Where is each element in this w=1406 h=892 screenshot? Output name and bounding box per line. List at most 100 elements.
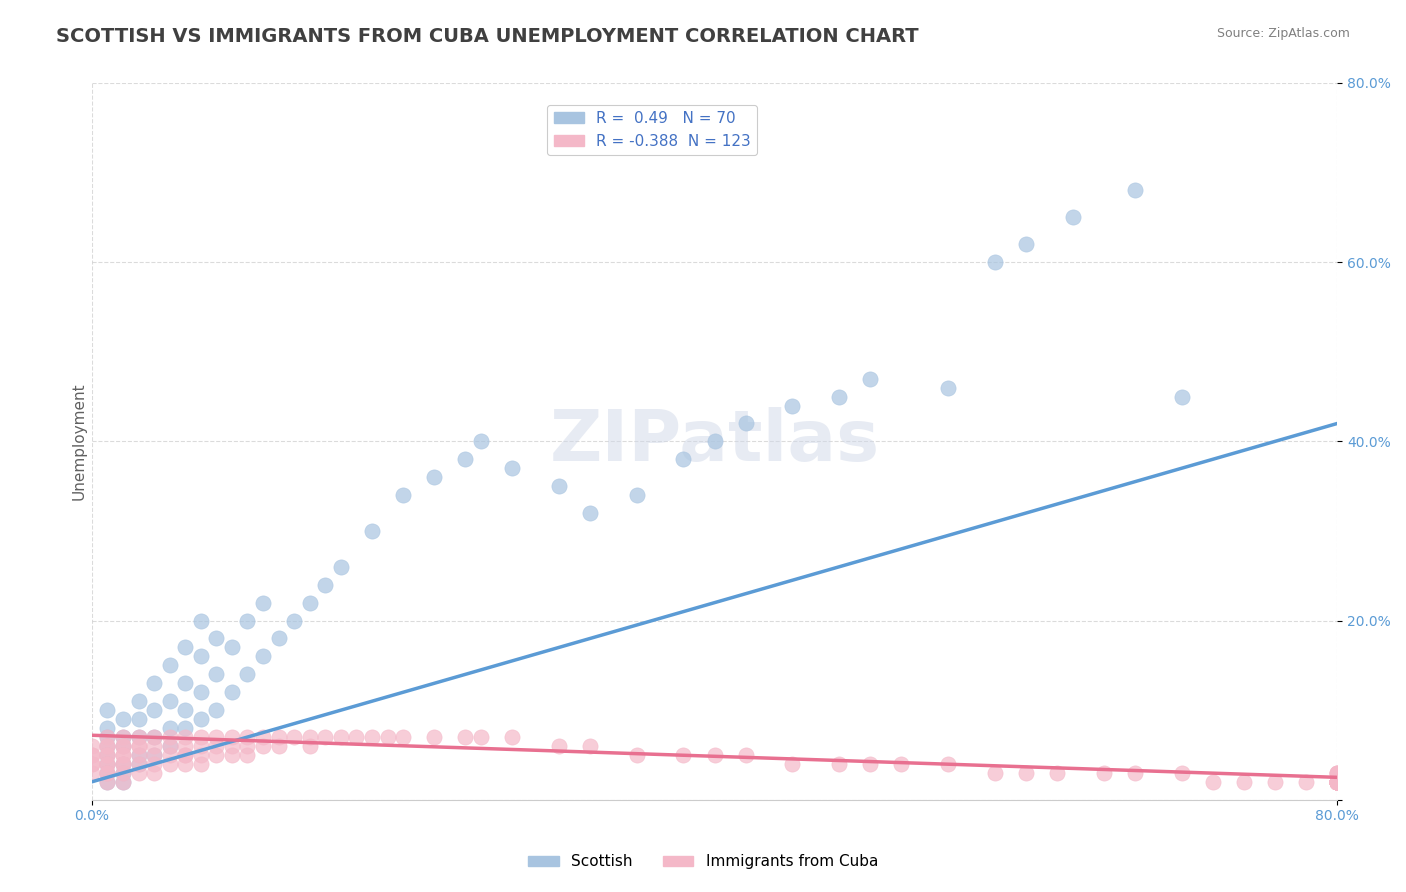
Point [377, 730, 399, 744]
Point [626, 488, 648, 502]
Point [1326, 774, 1348, 789]
Point [205, 632, 228, 646]
Point [96, 756, 118, 771]
Point [314, 730, 336, 744]
Point [128, 747, 150, 762]
Point [548, 479, 571, 493]
Point [1326, 774, 1348, 789]
Point [111, 774, 134, 789]
Point [392, 730, 415, 744]
Point [1170, 390, 1192, 404]
Point [143, 730, 166, 744]
Point [96, 730, 118, 744]
Point [329, 730, 352, 744]
Point [96, 739, 118, 753]
Point [128, 747, 150, 762]
Point [936, 756, 959, 771]
Point [672, 452, 695, 467]
Point [174, 676, 197, 690]
Point [984, 255, 1007, 269]
Point [143, 765, 166, 780]
Point [190, 739, 212, 753]
Point [1295, 774, 1317, 789]
Point [470, 730, 492, 744]
Point [548, 739, 571, 753]
Point [1326, 774, 1348, 789]
Point [672, 747, 695, 762]
Point [190, 685, 212, 699]
Point [1326, 774, 1348, 789]
Point [1326, 774, 1348, 789]
Point [501, 730, 523, 744]
Point [143, 676, 166, 690]
Point [1326, 774, 1348, 789]
Point [626, 747, 648, 762]
Point [454, 730, 477, 744]
Point [703, 434, 725, 449]
Point [190, 747, 212, 762]
Point [111, 747, 134, 762]
Point [128, 730, 150, 744]
Point [96, 756, 118, 771]
Point [221, 640, 243, 655]
Point [1326, 774, 1348, 789]
Point [80, 739, 103, 753]
Point [236, 747, 259, 762]
Point [1062, 211, 1084, 225]
Point [283, 730, 305, 744]
Point [1015, 237, 1038, 252]
Point [128, 694, 150, 708]
Point [111, 765, 134, 780]
Point [361, 730, 384, 744]
Point [96, 730, 118, 744]
Point [734, 747, 756, 762]
Point [1202, 774, 1225, 789]
Point [828, 756, 851, 771]
Point [128, 712, 150, 726]
Point [174, 739, 197, 753]
Point [221, 730, 243, 744]
Point [1326, 774, 1348, 789]
Point [96, 739, 118, 753]
Point [298, 739, 321, 753]
Point [143, 703, 166, 717]
Point [1326, 774, 1348, 789]
Point [579, 506, 602, 520]
Point [190, 614, 212, 628]
Point [205, 667, 228, 681]
Point [111, 765, 134, 780]
Point [80, 756, 103, 771]
Point [221, 747, 243, 762]
Point [936, 381, 959, 395]
Point [111, 739, 134, 753]
Point [1123, 765, 1146, 780]
Point [1123, 184, 1146, 198]
Text: SCOTTISH VS IMMIGRANTS FROM CUBA UNEMPLOYMENT CORRELATION CHART: SCOTTISH VS IMMIGRANTS FROM CUBA UNEMPLO… [56, 27, 920, 45]
Point [1326, 774, 1348, 789]
Point [111, 756, 134, 771]
Y-axis label: Unemployment: Unemployment [72, 383, 86, 500]
Point [1015, 765, 1038, 780]
Point [111, 756, 134, 771]
Point [159, 694, 181, 708]
Point [267, 730, 290, 744]
Point [159, 739, 181, 753]
Point [1326, 774, 1348, 789]
Point [96, 756, 118, 771]
Point [96, 721, 118, 735]
Point [298, 730, 321, 744]
Point [174, 703, 197, 717]
Point [252, 649, 274, 664]
Point [205, 747, 228, 762]
Point [159, 721, 181, 735]
Point [361, 524, 384, 538]
Point [346, 730, 368, 744]
Point [174, 747, 197, 762]
Point [111, 739, 134, 753]
Point [1326, 774, 1348, 789]
Point [859, 756, 882, 771]
Point [96, 765, 118, 780]
Point [143, 739, 166, 753]
Point [128, 730, 150, 744]
Point [111, 730, 134, 744]
